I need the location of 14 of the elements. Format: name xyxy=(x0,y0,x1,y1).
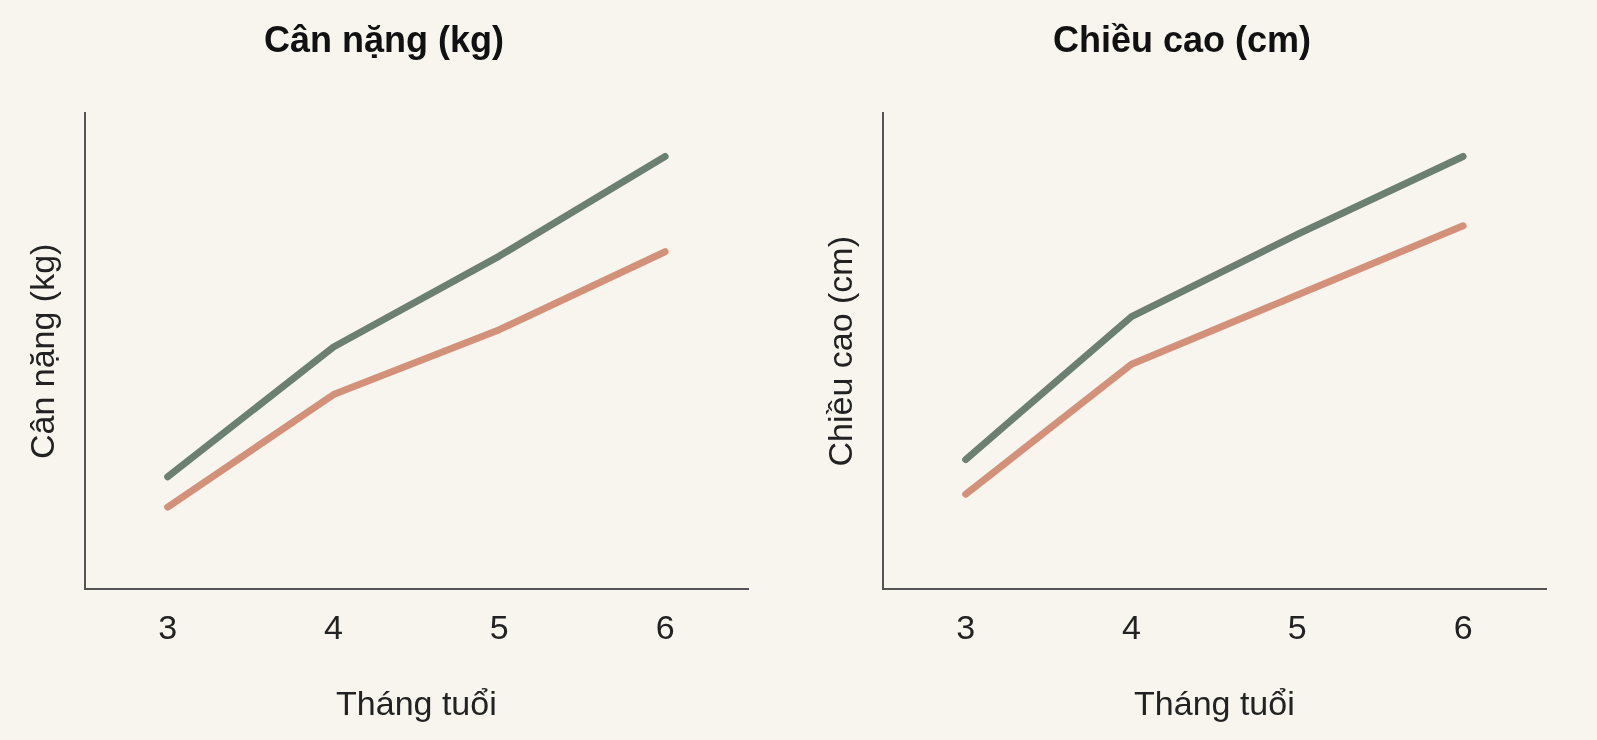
x-tick-label: 4 xyxy=(324,608,343,647)
x-tick-label: 6 xyxy=(1453,608,1473,647)
y-axis-title: Cân nặng (kg) xyxy=(22,243,61,460)
y-axis-title: Chiều cao (cm) xyxy=(820,236,859,467)
chart-title: Chiều cao (cm) xyxy=(1052,18,1312,60)
x-axis-title: Tháng tuổi xyxy=(336,683,497,722)
x-tick-label: 3 xyxy=(158,608,178,647)
x-tick-label: 5 xyxy=(1287,608,1307,647)
x-tick-label: 3 xyxy=(956,608,976,647)
x-tick-label: 6 xyxy=(655,608,675,647)
x-tick-label: 4 xyxy=(1122,608,1141,647)
x-tick-label: 5 xyxy=(489,608,509,647)
x-axis-title: Tháng tuổi xyxy=(1134,683,1295,722)
chart-title: Cân nặng (kg) xyxy=(264,18,504,60)
